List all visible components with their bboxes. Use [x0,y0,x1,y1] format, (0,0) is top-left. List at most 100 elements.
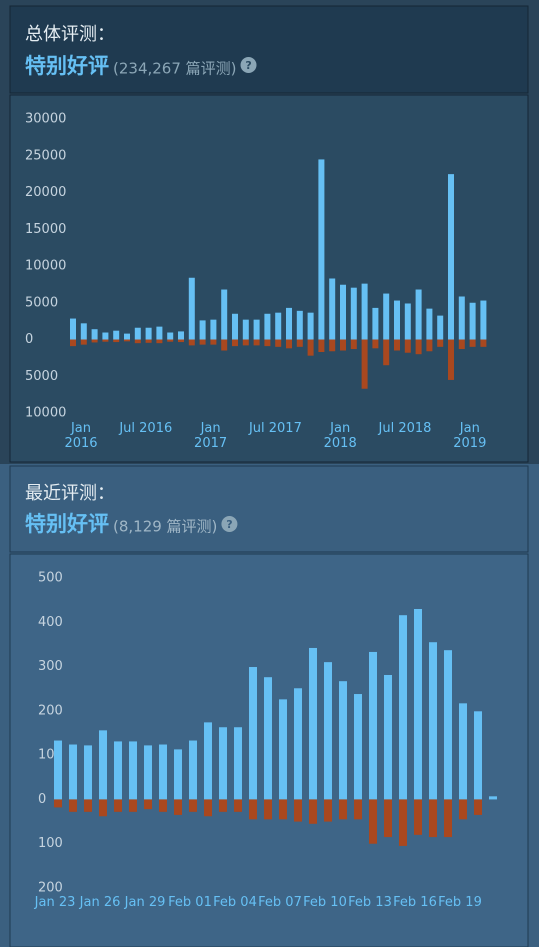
bar [480,339,487,347]
overall-header [9,5,529,94]
x-tick-label: Feb 13 [348,895,392,910]
y-tick-label: 10000 [25,406,66,421]
bar [459,703,467,800]
bar [99,799,107,817]
bar [340,339,346,351]
bar [219,799,227,812]
bar [249,799,257,820]
bar [458,296,465,340]
bar [429,799,437,838]
bar [178,339,184,343]
review-count: (8,129 篇评测) [113,518,217,536]
bar [114,741,122,800]
bar [458,339,465,350]
bar [129,799,137,812]
x-tick-label: Jan 2018 [323,421,357,451]
bar [399,799,407,846]
bar [296,339,303,347]
rating: 特别好评 [25,512,109,536]
bar [361,283,368,340]
bar [437,315,444,340]
bar [404,339,411,353]
bar [204,799,212,817]
bar [80,323,87,340]
bar [340,284,346,340]
bar [232,339,238,347]
x-tick-label: Jan 23 [34,895,76,910]
x-tick-label: Jul 2016 [119,421,173,436]
x-tick-label: Feb 16 [393,895,437,910]
bar [54,799,62,808]
bar [384,674,392,800]
x-tick-label: Feb 04 [213,895,257,910]
x-tick-label: Feb 07 [258,895,302,910]
bar [242,319,249,340]
help-icon-text[interactable]: ? [226,518,232,531]
help-icon[interactable] [240,57,257,73]
bar [210,339,217,345]
bar [415,339,422,355]
bar [350,339,357,350]
y-tick-label: 10000 [25,259,66,274]
bar [448,174,454,340]
bar [354,799,362,820]
x-tick-label: Jan 2016 [64,421,98,451]
bar [242,339,249,346]
bar [199,339,206,345]
bar [459,799,467,820]
y-tick-label: 400 [38,615,63,630]
bar [369,799,377,844]
bar [286,339,292,349]
bar [429,642,437,800]
bar [84,745,92,800]
y-tick-label: 5000 [25,295,58,310]
bar [102,339,109,342]
bar [383,339,390,366]
bar [350,287,357,340]
heading: 最近评测： [25,483,115,504]
bar [144,799,152,810]
bar [279,799,287,820]
bar [188,339,195,346]
bar [383,293,390,340]
bar [437,339,444,347]
bar [99,730,107,800]
x-tick-label: Jan 2017 [194,421,228,451]
bar [399,615,407,800]
overall-panel [9,94,529,463]
x-tick-label: Feb 10 [303,895,347,910]
bar [253,319,260,340]
bar [91,339,98,343]
bar [69,744,77,800]
bar [232,313,238,340]
bar [178,331,184,340]
help-icon-text[interactable]: ? [245,59,251,72]
bar [134,339,141,344]
bar [372,307,379,340]
x-tick-label: Jul 2017 [248,421,302,436]
bar [113,339,120,343]
y-tick-label: 30000 [25,112,66,127]
y-tick-label: 25000 [25,148,66,163]
bar [264,313,271,340]
bar [324,799,332,822]
bar [469,302,476,340]
bar [279,699,287,800]
bar [80,339,87,345]
bar [167,339,174,342]
bar [219,727,227,800]
y-tick-label: 5000 [25,369,58,384]
recent-header [9,465,529,553]
bar [339,799,347,820]
y-tick-label: 200 [38,703,63,718]
bar [444,650,452,800]
bar [264,339,271,347]
bar [264,799,272,820]
bar [474,799,482,815]
x-tick-label: Jan 26 [79,895,121,910]
bar [294,688,302,800]
x-tick-label: Feb 01 [168,895,212,910]
bar [234,727,242,800]
help-icon[interactable] [221,516,238,532]
